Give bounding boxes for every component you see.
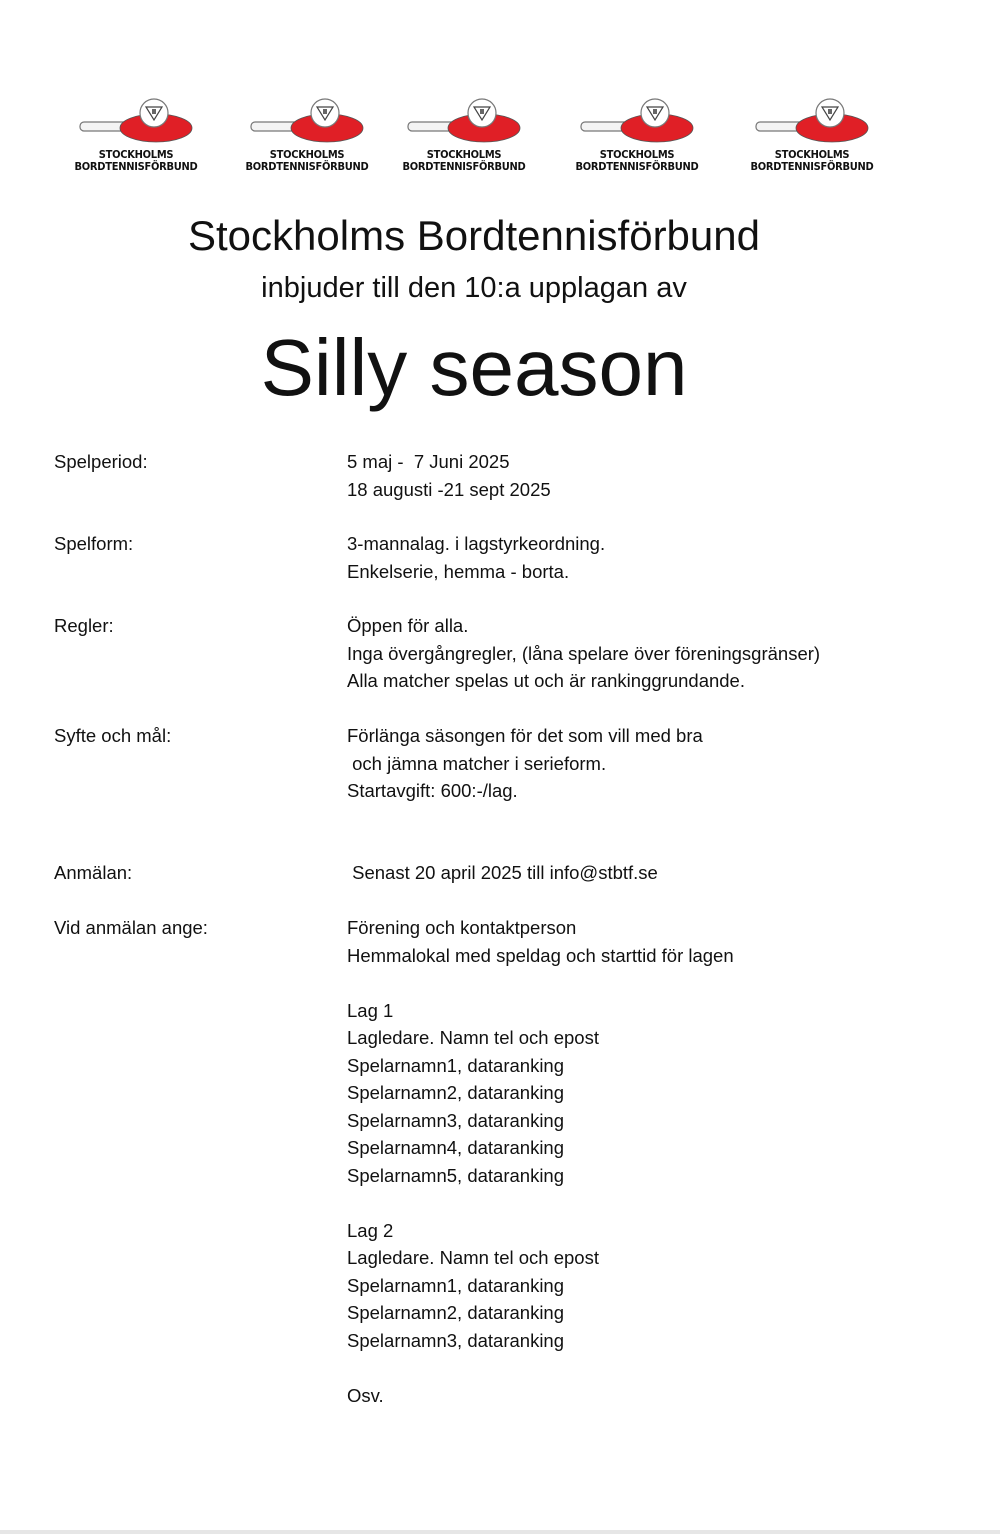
sbtf-logo: STOCKHOLMS BORDTENNISFÖRBUND (567, 98, 707, 180)
section-values: Öppen för alla. Inga övergångregler, (lån… (347, 612, 820, 695)
section-line: Spelarnamn4, dataranking (347, 1137, 565, 1158)
section-line: Lag 2 (347, 1219, 394, 1241)
section-values: Förening och kontaktperson Hemmalokal med… (347, 914, 734, 1409)
section-line: Spelarnamn5, dataranking (347, 1164, 565, 1186)
logo-text-line2: BORDTENNISFÖRBUND (74, 160, 198, 173)
paddle-ball-icon (755, 98, 869, 143)
logo-text-line2: BORDTENNISFÖRBUND (575, 160, 699, 173)
section-line: Hemmalokal med speldag och starttid för … (347, 944, 734, 966)
section-line: Spelarnamn3, dataranking (347, 1109, 565, 1131)
section-label: Regler: (54, 615, 114, 636)
section-line (347, 1354, 734, 1382)
logo-text-line2: BORDTENNISFÖRBUND (402, 160, 526, 173)
logo-text-line1: STOCKHOLMS (599, 148, 675, 161)
section-line: Senast 20 april 2025 till info@stbtf.se (347, 862, 658, 883)
section-line: 3-mannalag. i lagstyrkeordning. (347, 533, 606, 554)
section-line: Förlänga säsongen för det som vill med b… (347, 725, 703, 746)
section-line: 5 maj - 7 Juni 2025 (347, 451, 510, 472)
paddle-ball-icon (250, 98, 364, 143)
section-values: 5 maj - 7 Juni 2025 18 augusti -21 sept 2… (347, 448, 551, 503)
section-values: 3-mannalag. i lagstyrkeordning. Enkelseri… (347, 530, 605, 585)
logo-text-line1: STOCKHOLMS (98, 148, 174, 161)
section-line: Inga övergångregler, (låna spelare över … (347, 642, 821, 664)
section-values: Förlänga säsongen för det som vill med b… (347, 722, 703, 805)
page-edge (0, 1530, 1000, 1534)
page-subtitle: inbjuder till den 10:a upplagan av (261, 272, 687, 304)
section-label: Spelform: (54, 533, 134, 554)
paddle-ball-icon (580, 98, 694, 143)
section-values: Senast 20 april 2025 till info@stbtf.se (347, 859, 658, 887)
section-label: Vid anmälan ange: (54, 917, 208, 938)
section-line: Spelarnamn2, dataranking (347, 1302, 565, 1323)
section-line: Spelarnamn3, dataranking (347, 1329, 565, 1351)
section-line: Öppen för alla. (347, 615, 469, 636)
section-line: Enkelserie, hemma - borta. (347, 560, 570, 582)
section-line: Lagledare. Namn tel och epost (347, 1247, 599, 1268)
sbtf-logo: STOCKHOLMS BORDTENNISFÖRBUND (237, 98, 377, 180)
section-line: Spelarnamn1, dataranking (347, 1274, 565, 1296)
paddle-ball-icon (79, 98, 193, 143)
section-line (347, 969, 734, 997)
section-label: Anmälan: (54, 862, 133, 883)
section-line: Spelarnamn1, dataranking (347, 1054, 565, 1076)
section-line: och jämna matcher i serieform. (347, 752, 607, 774)
section-line: Lag 1 (347, 999, 394, 1021)
section-label: Syfte och mål: (54, 725, 172, 746)
logo-text-line2: BORDTENNISFÖRBUND (245, 160, 369, 173)
section-line (347, 1189, 734, 1217)
section-label: Spelperiod: (54, 451, 148, 472)
logo-text-line1: STOCKHOLMS (269, 148, 345, 161)
sbtf-logo: STOCKHOLMS BORDTENNISFÖRBUND (742, 98, 882, 180)
section-line: Osv. (347, 1384, 384, 1406)
logo-text-line1: STOCKHOLMS (426, 148, 502, 161)
logo-text-line2: BORDTENNISFÖRBUND (750, 160, 874, 173)
section-line: Alla matcher spelas ut och är rankinggru… (347, 670, 745, 691)
logo-text-line1: STOCKHOLMS (774, 148, 850, 161)
sbtf-logo: STOCKHOLMS BORDTENNISFÖRBUND (394, 98, 534, 180)
section-line: Lagledare. Namn tel och epost (347, 1027, 599, 1048)
section-line: Spelarnamn2, dataranking (347, 1082, 565, 1103)
paddle-ball-icon (407, 98, 521, 143)
sbtf-logo: STOCKHOLMS BORDTENNISFÖRBUND (66, 98, 206, 180)
event-name: Silly season (260, 323, 688, 412)
section-line: Startavgift: 600:-/lag. (347, 780, 518, 801)
section-line: Förening och kontaktperson (347, 917, 577, 938)
section-line: 18 augusti -21 sept 2025 (347, 478, 551, 500)
page-title: Stockholms Bordtennisförbund (188, 212, 760, 259)
